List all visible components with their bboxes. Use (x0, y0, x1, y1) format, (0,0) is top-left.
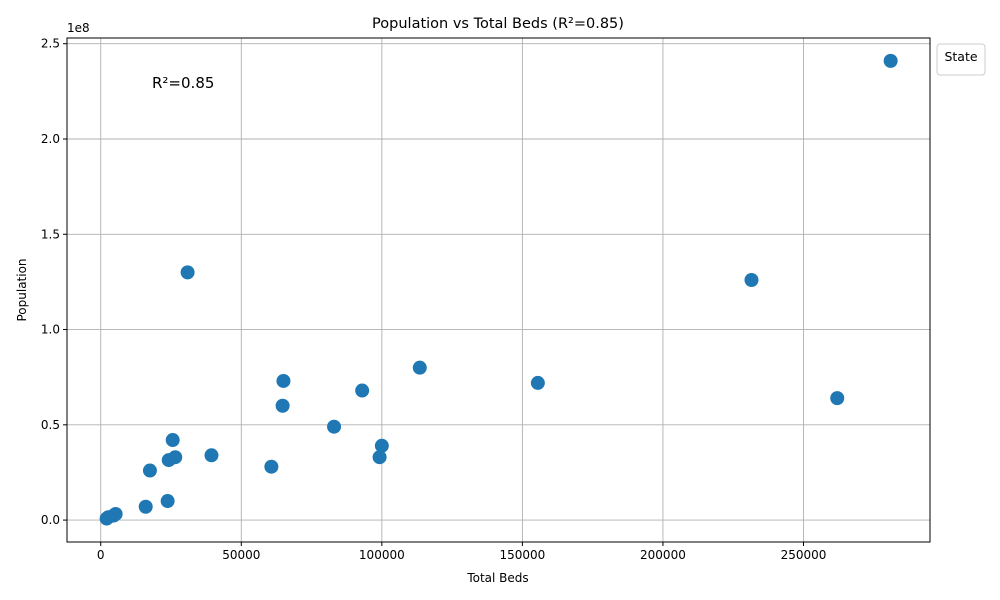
y-axis-label: Population (15, 258, 29, 321)
x-tick-label: 250000 (781, 548, 827, 562)
y-tick-label: 0.0 (41, 513, 60, 527)
scatter-point (412, 360, 427, 375)
y-tick-label: 1.0 (41, 323, 60, 337)
y-tick-label: 2.5 (41, 37, 60, 51)
x-axis-label: Total Beds (466, 571, 528, 585)
points (99, 53, 898, 526)
scatter-point (355, 383, 370, 398)
scatter-point (99, 511, 114, 526)
scatter-point (744, 272, 759, 287)
scatter-point (327, 419, 342, 434)
x-tick-label: 150000 (499, 548, 545, 562)
scatter-point (138, 499, 153, 514)
scatter-point (530, 375, 545, 390)
y-offset-label: 1e8 (67, 21, 90, 35)
x-tick-label: 200000 (640, 548, 686, 562)
r-squared-annotation: R²=0.85 (152, 74, 214, 92)
y-tick-label: 0.5 (41, 418, 60, 432)
scatter-point (372, 450, 387, 465)
scatter-point (276, 373, 291, 388)
plot-frame (66, 37, 931, 543)
scatter-point (374, 438, 389, 453)
legend-title: State (944, 49, 977, 64)
x-tick-label: 100000 (359, 548, 405, 562)
chart-title: Population vs Total Beds (R²=0.85) (372, 16, 624, 32)
scatter-point (160, 494, 175, 509)
scatter-point (275, 398, 290, 413)
scatter-point (161, 453, 176, 468)
scatter-point (264, 459, 279, 474)
y-tick-label: 1.5 (41, 227, 60, 241)
legend-box (936, 43, 986, 76)
grid (67, 38, 930, 542)
axis-ticks: 0 50000 100000 150000 200000 250000 0.0 0.5 1.0 1… (41, 37, 827, 562)
scatter-point (142, 463, 157, 478)
legend: State (936, 43, 986, 76)
scatter-point (165, 433, 180, 448)
scatter-point (830, 391, 845, 406)
scatter-point (883, 53, 898, 68)
scatter-point (180, 265, 195, 280)
y-tick-label: 2.0 (41, 132, 60, 146)
x-tick-label: 0 (97, 548, 105, 562)
scatter-point (204, 448, 219, 463)
x-tick-label: 50000 (222, 548, 260, 562)
